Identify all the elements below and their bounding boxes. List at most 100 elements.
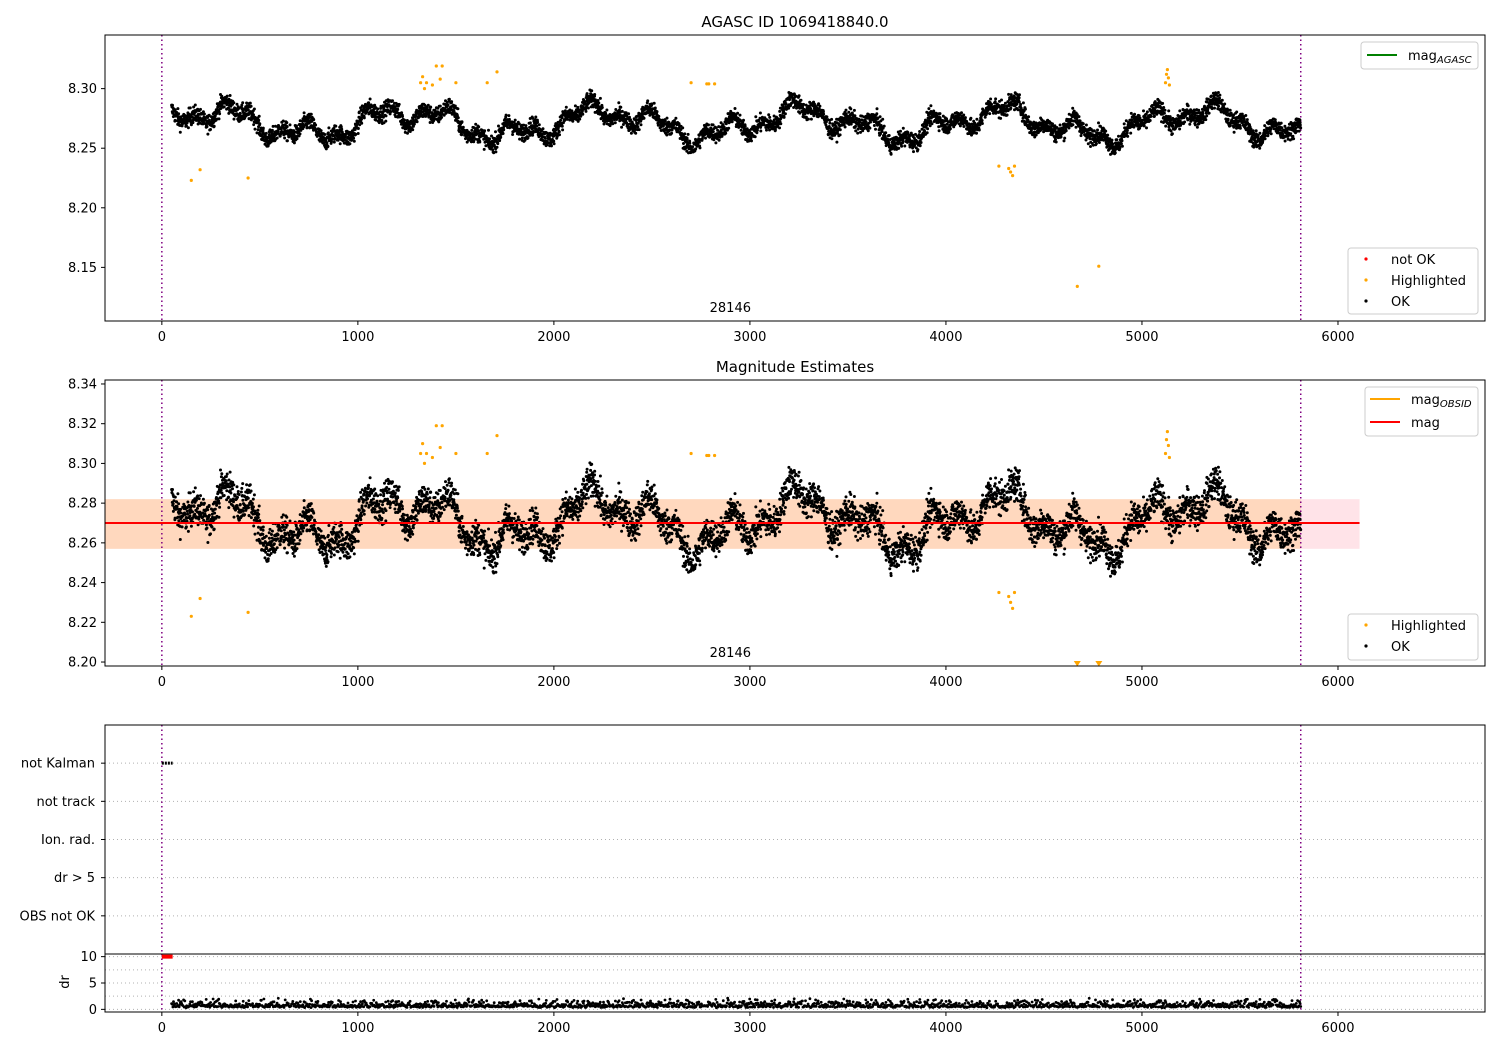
data-point-ok <box>694 147 698 151</box>
data-point-ok <box>1167 109 1171 113</box>
data-point-ok <box>340 127 344 131</box>
data-point-ok <box>958 124 962 128</box>
data-point-ok <box>292 133 296 137</box>
data-point-ok <box>597 101 601 105</box>
data-point-ok <box>683 132 687 136</box>
data-point-ok <box>844 108 848 112</box>
data-point-ok <box>330 140 333 144</box>
data-point-ok <box>711 130 715 134</box>
data-point-ok <box>535 124 539 128</box>
data-point-ok <box>411 128 415 132</box>
data-point-ok <box>665 133 669 137</box>
data-point-ok <box>1145 126 1148 130</box>
data-point-ok <box>1005 113 1009 117</box>
data-point-ok <box>600 106 604 109</box>
data-point-ok <box>352 136 356 140</box>
data-point-ok <box>704 136 707 140</box>
data-point-ok <box>285 121 289 125</box>
data-point-ok <box>897 146 901 150</box>
data-point-ok <box>258 122 262 126</box>
data-point-ok <box>1178 127 1182 131</box>
data-point-ok <box>482 147 486 151</box>
data-point-ok <box>555 134 559 138</box>
data-point-ok <box>1129 111 1133 115</box>
data-point-ok <box>1238 126 1242 130</box>
data-point-ok <box>742 118 745 122</box>
data-point-ok <box>916 148 920 152</box>
data-point-ok <box>614 108 618 111</box>
data-point-ok <box>272 135 276 139</box>
data-point-ok <box>238 111 242 115</box>
data-point-ok <box>856 127 860 131</box>
data-point-ok <box>292 141 296 145</box>
data-point-ok <box>989 97 993 101</box>
data-point-ok <box>604 113 608 116</box>
data-point-ok <box>1138 116 1142 120</box>
data-point-ok <box>884 131 888 135</box>
data-point-ok <box>573 104 577 108</box>
data-point-ok <box>903 144 907 148</box>
data-point-ok <box>1104 129 1108 133</box>
data-point-ok <box>541 127 545 131</box>
data-point-ok <box>576 105 580 109</box>
data-point-ok <box>227 106 230 110</box>
data-point-ok <box>326 144 330 148</box>
data-point-ok <box>688 141 692 145</box>
data-point-ok <box>758 111 762 115</box>
data-point-ok <box>838 128 842 132</box>
data-point-ok <box>560 116 564 120</box>
data-point-ok <box>477 125 481 129</box>
data-point-ok <box>1186 104 1190 108</box>
panel-title-agasc: AGASC ID 1069418840.0 <box>701 13 888 31</box>
data-point-ok <box>586 106 590 110</box>
data-point-ok <box>1193 123 1197 127</box>
data-point-ok <box>1089 145 1092 148</box>
data-point-ok <box>994 97 998 101</box>
data-point-ok <box>1021 101 1025 105</box>
data-point-ok <box>281 119 285 123</box>
data-point-ok <box>711 123 715 127</box>
data-point-ok <box>323 133 327 136</box>
data-point-ok <box>1106 133 1110 137</box>
data-point-ok <box>838 133 842 137</box>
data-point-ok <box>691 145 695 149</box>
data-point-ok <box>477 129 480 133</box>
data-point-ok <box>975 131 978 135</box>
data-point-ok <box>1217 104 1221 108</box>
data-point-ok <box>1122 122 1126 126</box>
data-point-ok <box>360 117 363 121</box>
data-point-ok <box>550 144 553 148</box>
data-point-ok <box>886 137 890 141</box>
data-point-ok <box>470 128 474 132</box>
data-point-ok <box>240 103 244 107</box>
data-point-ok <box>285 139 289 143</box>
data-point-ok <box>925 123 929 127</box>
data-point-ok <box>875 107 879 111</box>
data-point-ok <box>830 137 834 141</box>
data-point-ok <box>403 118 406 122</box>
data-point-ok <box>975 117 979 121</box>
data-point-ok <box>571 119 575 123</box>
data-point-ok <box>778 109 782 113</box>
data-point-ok <box>1228 124 1232 128</box>
data-point-ok <box>965 120 969 123</box>
data-point-ok <box>401 115 404 118</box>
data-point-ok <box>530 127 534 131</box>
data-point-ok <box>962 113 966 117</box>
data-point-ok <box>611 122 615 126</box>
data-point-ok <box>1218 93 1222 97</box>
data-point-ok <box>173 118 177 122</box>
panel-agasc: AGASC ID 1069418840.0 0 1000 2000 3000 4000 5… <box>68 13 1486 345</box>
data-point-ok <box>380 118 384 122</box>
data-point-ok <box>1220 98 1224 102</box>
data-point-ok <box>596 99 600 102</box>
data-point-ok <box>900 144 904 148</box>
data-point-ok <box>802 102 806 106</box>
data-point-ok <box>270 128 274 132</box>
data-point-ok <box>461 125 465 129</box>
data-point-ok <box>212 124 216 128</box>
data-point-ok <box>1071 106 1075 110</box>
data-point-ok <box>753 135 757 139</box>
data-point-ok <box>264 131 268 135</box>
data-point-ok <box>1207 111 1211 115</box>
